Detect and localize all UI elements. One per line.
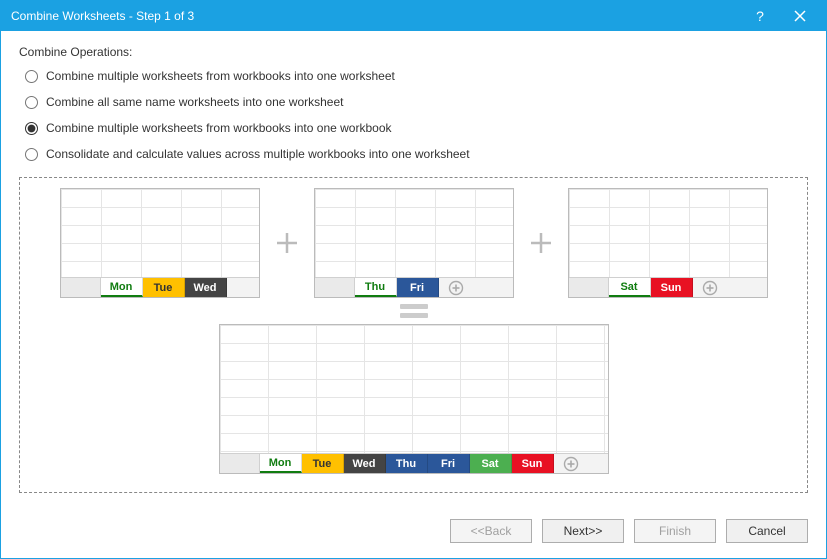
footer-buttons: <<Back Next>> Finish Cancel bbox=[1, 507, 826, 559]
sheet-tab[interactable]: Wed bbox=[185, 278, 227, 297]
sheet-tab[interactable]: Sun bbox=[651, 278, 693, 297]
sheet-tab[interactable]: Mon bbox=[101, 278, 143, 297]
radio-option-1[interactable]: Combine all same name worksheets into on… bbox=[25, 95, 808, 109]
source-workbooks-row: MonTueWed ThuFri SatSun bbox=[38, 188, 789, 298]
mini-grid bbox=[315, 189, 513, 277]
radio-label: Consolidate and calculate values across … bbox=[46, 147, 470, 161]
radio-option-3[interactable]: Consolidate and calculate values across … bbox=[25, 147, 808, 161]
back-button: <<Back bbox=[450, 519, 532, 543]
sheet-tab[interactable]: Thu bbox=[355, 278, 397, 297]
mini-grid bbox=[569, 189, 767, 277]
section-label: Combine Operations: bbox=[19, 45, 808, 59]
mini-tabs: SatSun bbox=[569, 277, 767, 297]
dialog-window: Combine Worksheets - Step 1 of 3 ? Combi… bbox=[0, 0, 827, 559]
finish-button: Finish bbox=[634, 519, 716, 543]
tab-scroll-space bbox=[315, 278, 355, 297]
radio-option-0[interactable]: Combine multiple worksheets from workboo… bbox=[25, 69, 808, 83]
radio-label: Combine all same name worksheets into on… bbox=[46, 95, 343, 109]
mini-tabs: MonTueWed bbox=[61, 277, 259, 297]
source-workbook-2: SatSun bbox=[568, 188, 768, 298]
sheet-tab[interactable]: Sat bbox=[609, 278, 651, 297]
help-button[interactable]: ? bbox=[740, 1, 780, 31]
tab-scroll-space bbox=[569, 278, 609, 297]
sheet-tab[interactable]: Mon bbox=[260, 454, 302, 473]
sheet-tab[interactable]: Sat bbox=[470, 454, 512, 473]
result-workbook: MonTueWedThuFriSatSun bbox=[219, 324, 609, 474]
radio-label: Combine multiple worksheets from workboo… bbox=[46, 121, 392, 135]
result-tabs: MonTueWedThuFriSatSun bbox=[220, 453, 608, 473]
result-grid bbox=[220, 325, 608, 453]
radio-group: Combine multiple worksheets from workboo… bbox=[25, 69, 808, 173]
radio-input[interactable] bbox=[25, 96, 38, 109]
sheet-tab[interactable]: Tue bbox=[302, 454, 344, 473]
window-title: Combine Worksheets - Step 1 of 3 bbox=[11, 9, 740, 23]
sheet-tab[interactable]: Wed bbox=[344, 454, 386, 473]
content-area: Combine Operations: Combine multiple wor… bbox=[1, 31, 826, 507]
radio-input[interactable] bbox=[25, 148, 38, 161]
sheet-tab[interactable]: Sun bbox=[512, 454, 554, 473]
add-sheet-icon[interactable] bbox=[562, 455, 580, 473]
help-icon: ? bbox=[756, 8, 764, 24]
mini-grid bbox=[61, 189, 259, 277]
radio-input[interactable] bbox=[25, 70, 38, 83]
source-workbook-0: MonTueWed bbox=[60, 188, 260, 298]
cancel-button[interactable]: Cancel bbox=[726, 519, 808, 543]
radio-option-2[interactable]: Combine multiple worksheets from workboo… bbox=[25, 121, 808, 135]
titlebar: Combine Worksheets - Step 1 of 3 ? bbox=[1, 1, 826, 31]
diagram-box: MonTueWedThuFriSatSun MonTueWedThuFriSat… bbox=[19, 177, 808, 493]
source-workbook-1: ThuFri bbox=[314, 188, 514, 298]
mini-tabs: ThuFri bbox=[315, 277, 513, 297]
plus-icon bbox=[524, 230, 558, 256]
sheet-tab[interactable]: Thu bbox=[386, 454, 428, 473]
next-button[interactable]: Next>> bbox=[542, 519, 624, 543]
sheet-tab[interactable]: Fri bbox=[428, 454, 470, 473]
add-sheet-icon[interactable] bbox=[447, 279, 465, 297]
radio-input[interactable] bbox=[25, 122, 38, 135]
equals-icon bbox=[394, 304, 434, 318]
close-icon bbox=[794, 10, 806, 22]
close-button[interactable] bbox=[780, 1, 820, 31]
sheet-tab[interactable]: Tue bbox=[143, 278, 185, 297]
tab-scroll-space bbox=[220, 454, 260, 473]
tab-scroll-space bbox=[61, 278, 101, 297]
add-sheet-icon[interactable] bbox=[701, 279, 719, 297]
sheet-tab[interactable]: Fri bbox=[397, 278, 439, 297]
radio-label: Combine multiple worksheets from workboo… bbox=[46, 69, 395, 83]
plus-icon bbox=[270, 230, 304, 256]
